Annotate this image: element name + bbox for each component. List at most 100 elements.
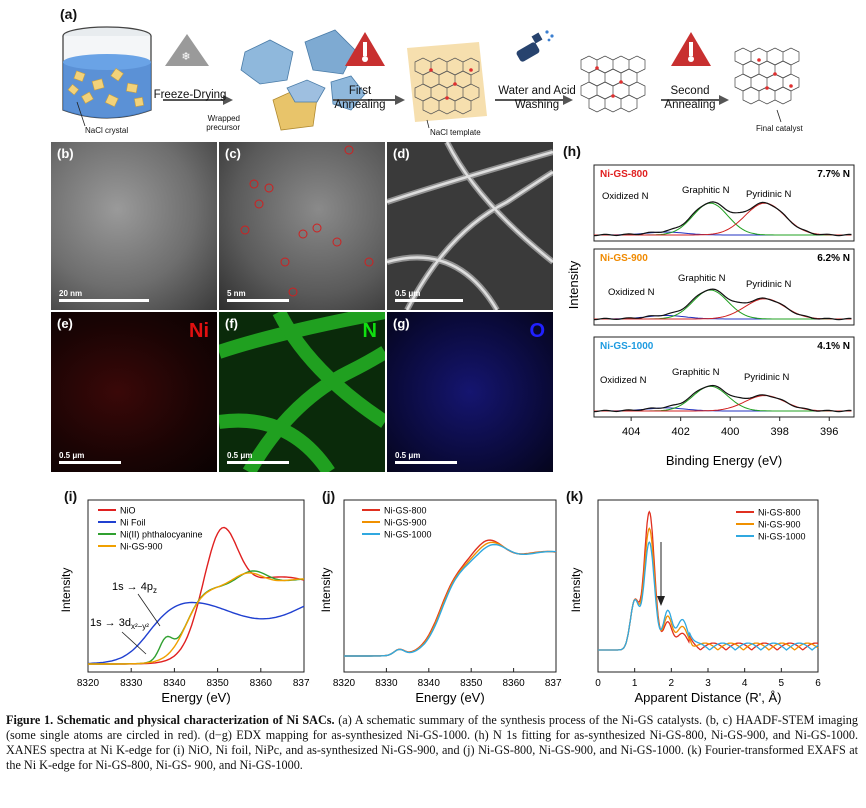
- step-second-annealing: Second Annealing: [655, 84, 725, 112]
- h-subpanel-1000: Ni-GS-1000 4.1% N Oxidized N Graphitic N…: [593, 336, 855, 418]
- panel-i-xtick-label: 8320: [77, 678, 100, 689]
- image-c-scale-label: 5 nm: [227, 289, 246, 298]
- k-xlabel: Apparent Distance (R', Å): [635, 690, 782, 705]
- panel-i-label: (i): [64, 488, 78, 504]
- h-900-pyridinic: Pyridinic N: [746, 279, 792, 290]
- k-ylabel: Intensity: [569, 568, 583, 613]
- image-g-label: (g): [393, 316, 410, 331]
- final-catalyst-label: Final catalyst: [756, 124, 803, 133]
- h-subpanel-800: Ni-GS-800 7.7% N Oxidized N Graphitic N …: [593, 164, 855, 242]
- panel-j-xtick-label: 8350: [460, 678, 483, 689]
- k-legend-label: Ni-GS-800: [758, 508, 801, 518]
- h-800-pyridinic: Pyridinic N: [746, 189, 792, 200]
- panel-i-xtick-label: 8330: [120, 678, 143, 689]
- panel-i-xtick-label: 8340: [163, 678, 186, 689]
- image-b-scale-label: 20 nm: [59, 289, 83, 298]
- image-f-n-map: (f) N 0.5 μm: [219, 312, 385, 472]
- i-annot-3d-main: 1s → 3d: [90, 617, 131, 629]
- h-envelope: [593, 201, 852, 237]
- h-900-percent: 6.2% N: [817, 253, 850, 264]
- k-series-line: [598, 527, 819, 651]
- crystal-cluster-icon: [240, 29, 366, 131]
- panel-h-label: (h): [563, 143, 581, 159]
- j-legend-label: Ni-GS-800: [384, 506, 427, 516]
- i-legend-label: NiO: [120, 506, 136, 516]
- image-d-scale-label: 0.5 μm: [395, 289, 421, 298]
- image-e-scale-label: 0.5 μm: [59, 451, 85, 460]
- image-f-label: (f): [225, 316, 238, 331]
- j-ylabel: Intensity: [319, 568, 333, 613]
- panel-k-label: (k): [566, 488, 584, 504]
- panel-k-xtick-label: 1: [632, 678, 638, 689]
- h-envelope: [593, 384, 852, 413]
- i-annot-3d: 1s → 3dx²−y²: [90, 617, 149, 631]
- k-peak-arrowhead: [657, 596, 665, 606]
- step-second-annealing-line2: Annealing: [664, 99, 716, 111]
- h-800-percent: 7.7% N: [817, 169, 850, 180]
- j-series-line: [344, 543, 557, 657]
- n-map-texture: [219, 312, 385, 472]
- panel-j-xtick-label: 8320: [333, 678, 356, 689]
- i-series-line: [88, 572, 304, 665]
- j-frame: [343, 499, 557, 673]
- image-g-scale-label: 0.5 μm: [395, 451, 421, 460]
- freeze-arrow-icon: ❄: [163, 34, 233, 105]
- image-d-label: (d): [393, 146, 410, 161]
- panel-k-xtick-label: 5: [779, 678, 785, 689]
- annealing-warning-icon: [333, 32, 405, 105]
- step-second-annealing-line1: Second: [670, 85, 710, 97]
- image-c-haadf: (c) 5 nm: [219, 142, 385, 310]
- nanosheet-texture: [387, 142, 553, 310]
- panel-k-xtick-label: 4: [742, 678, 748, 689]
- h-subpanel-900: Ni-GS-900 6.2% N Oxidized N Graphitic N …: [593, 248, 855, 326]
- image-d-scale-bar: [395, 299, 463, 302]
- panel-k-xtick-label: 6: [815, 678, 821, 689]
- step-washing: Water and Acid Washing: [487, 84, 587, 112]
- image-g-scale-bar: [395, 461, 457, 464]
- nacl-crystal-label: NaCl crystal: [85, 126, 129, 135]
- i-ylabel: Intensity: [59, 568, 73, 613]
- final-catalyst-icon: [734, 47, 800, 105]
- beaker-icon: [62, 26, 152, 127]
- step-washing-line1: Water and Acid: [498, 85, 576, 97]
- graphene-sheet-icon: [580, 55, 646, 113]
- svg-text:❄: ❄: [181, 51, 190, 63]
- image-e-label: (e): [57, 316, 73, 331]
- h-1000-percent: 4.1% N: [817, 341, 850, 352]
- image-f-element: N: [362, 320, 377, 342]
- panel-k-xtick-label: 2: [669, 678, 675, 689]
- second-annealing-warning-icon: [661, 32, 729, 105]
- i-annot-3d-arrow: [121, 631, 147, 655]
- h-1000-pyridinic: Pyridinic N: [744, 372, 790, 383]
- panel-h-xps-plot: Intensity Ni-GS-800 7.7% N Oxidized N Gr…: [566, 164, 855, 468]
- h-1000-name: Ni-GS-1000: [600, 341, 654, 352]
- image-c-scale-bar: [227, 299, 289, 302]
- i-annot-4p: 1s → 4pz: [112, 581, 157, 595]
- h-envelope: [593, 288, 852, 321]
- h-900-name: Ni-GS-900: [600, 253, 648, 264]
- step-first-annealing-line2: Annealing: [334, 99, 386, 111]
- step-freeze-drying: Freeze-Drying: [153, 89, 227, 101]
- h-xtick-label: 398: [771, 426, 789, 438]
- j-series-line: [344, 539, 557, 657]
- i-xlabel: Energy (eV): [161, 690, 230, 705]
- h-900-oxidized: Oxidized N: [608, 287, 655, 298]
- panel-a-label: (a): [60, 6, 78, 22]
- nacl-template-icon: [407, 42, 487, 129]
- k-legend-label: Ni-GS-1000: [758, 532, 806, 542]
- panel-j-xtick-label: 8370: [545, 678, 562, 689]
- wrapped-precursor-line2: precursor: [206, 123, 240, 132]
- j-legend-label: Ni-GS-1000: [384, 530, 432, 540]
- h-800-graphitic: Graphitic N: [682, 185, 730, 196]
- panel-j-xtick-label: 8330: [375, 678, 398, 689]
- panel-k-xtick-label: 3: [705, 678, 711, 689]
- j-series-line: [344, 541, 557, 657]
- caption-bold: Figure 1. Schematic and physical charact…: [6, 713, 335, 727]
- image-b-scale-bar: [59, 299, 149, 302]
- i-legend-label: Ni(II) phthalocyanine: [120, 530, 203, 540]
- i-legend-label: Ni Foil: [120, 518, 146, 528]
- i-legend-label: Ni-GS-900: [120, 542, 163, 552]
- image-g-element: O: [529, 320, 545, 342]
- image-b-haadf: (b) 20 nm: [51, 142, 217, 310]
- image-c-label: (c): [225, 146, 241, 161]
